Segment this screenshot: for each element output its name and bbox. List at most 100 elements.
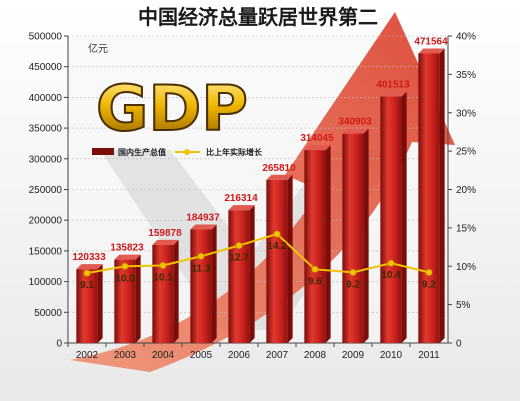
growth-value-label: 10.4: [381, 270, 401, 281]
bar-top: [228, 205, 255, 211]
bar-top: [266, 174, 293, 180]
bar-side: [249, 205, 255, 343]
bar-top: [342, 128, 369, 134]
bar-top: [190, 224, 217, 230]
left-axis-tick-label: 100000: [29, 277, 63, 288]
growth-value-label: 10.1: [153, 272, 173, 283]
chart-title: 中国经济总量跃居世界第二: [138, 5, 378, 29]
right-axis: 0 5% 10% 15% 20% 25% 30% 35% 40%: [448, 32, 476, 350]
bar: [342, 133, 364, 343]
right-axis-tick-label: 30%: [456, 108, 476, 119]
bar: [418, 53, 440, 343]
bar-value-label: 471564: [414, 36, 448, 47]
growth-value-label: 11.3: [192, 263, 211, 274]
growth-value-label: 9.6: [308, 276, 322, 287]
bar-side: [97, 264, 103, 343]
x-axis-tick-label: 2008: [304, 350, 327, 361]
gdp-logo: GDP: [96, 72, 248, 145]
bar: [152, 244, 174, 343]
legend-bar-swatch: [92, 148, 114, 155]
growth-point: [83, 269, 91, 277]
bar-side: [363, 128, 369, 343]
bar-top: [76, 264, 103, 270]
growth-point: [121, 262, 129, 270]
growth-value-label: 9.2: [346, 279, 360, 290]
bar: [266, 179, 288, 343]
x-axis-tick-label: 2006: [228, 350, 251, 361]
bar: [114, 259, 136, 343]
bar-value-label: 159878: [148, 228, 182, 239]
growth-point: [349, 268, 357, 276]
bar: [76, 269, 98, 343]
bar-top: [152, 239, 179, 245]
left-axis-tick-label: 50000: [34, 308, 62, 319]
right-axis-tick-label: 5%: [456, 300, 471, 311]
x-axis-tick-label: 2003: [114, 350, 137, 361]
legend-line-marker: [184, 149, 190, 155]
bar-side: [325, 145, 331, 343]
bar: [380, 96, 402, 344]
growth-point: [311, 265, 319, 273]
legend-line-label: 比上年实际增长: [206, 147, 263, 157]
right-axis-tick-label: 20%: [456, 185, 476, 196]
bar-top: [380, 91, 407, 97]
bar-value-labels: 120333 135823 159878 184937 216314 265810 3140…: [72, 36, 448, 263]
bar-value-label: 216314: [224, 193, 258, 204]
bar-side: [135, 254, 141, 343]
bar: [190, 229, 212, 343]
right-axis-tick-label: 0: [456, 339, 462, 350]
x-axis-ticks: 2002 2003 2004 2005 2006 2007 2008 2009 2010 2011: [67, 343, 440, 361]
x-axis-tick-label: 2009: [342, 350, 365, 361]
right-axis-tick-label: 40%: [456, 32, 476, 43]
bar-side: [211, 224, 217, 343]
growth-point: [235, 242, 243, 250]
growth-value-label: 14.2: [267, 241, 287, 252]
left-axis-tick-label: 150000: [29, 246, 63, 257]
bar-value-label: 340903: [338, 117, 372, 128]
growth-point: [387, 259, 395, 267]
left-axis-tick-label: 250000: [29, 185, 63, 196]
growth-point: [273, 230, 281, 238]
bar-series: [76, 48, 445, 344]
bar-side: [173, 239, 179, 343]
x-axis-tick-label: 2011: [418, 350, 440, 361]
left-axis-tick-label: 500000: [29, 32, 63, 43]
bar: [304, 150, 326, 343]
bar-side: [439, 48, 445, 343]
legend-bar-label: 国内生产总值: [118, 147, 166, 157]
rising-arrow-shape: [70, 12, 455, 372]
x-axis-tick-label: 2010: [380, 350, 403, 361]
right-axis-tick-label: 25%: [456, 147, 476, 158]
x-axis-tick-label: 2005: [190, 350, 213, 361]
growth-point: [425, 268, 433, 276]
right-axis-tick-label: 35%: [456, 70, 476, 81]
left-axis-tick-label: 400000: [29, 93, 63, 104]
growth-line-series: 9.1 10.0 10.1 11.3 12.7 14.2 9.6 9.2 10.4 9.2: [80, 230, 436, 291]
bar-top: [304, 145, 331, 151]
left-axis-tick-label: 300000: [29, 154, 63, 165]
growth-point: [197, 252, 205, 260]
bar-value-label: 135823: [110, 243, 144, 254]
bar-side: [287, 174, 293, 343]
bar-top: [418, 48, 445, 54]
growth-value-label: 12.7: [229, 253, 249, 264]
legend: 国内生产总值 比上年实际增长: [92, 147, 263, 157]
bar-value-label: 265810: [262, 163, 296, 174]
left-axis-tick-label: 350000: [29, 124, 63, 135]
right-axis-tick-label: 10%: [456, 262, 476, 273]
x-axis-tick-label: 2007: [266, 350, 289, 361]
bar: [228, 210, 250, 343]
right-axis-tick-label: 15%: [456, 223, 476, 234]
growth-value-label: 9.1: [80, 280, 94, 291]
x-axis-tick-label: 2002: [76, 350, 99, 361]
bar-value-label: 401513: [376, 79, 410, 90]
bar-value-label: 314045: [300, 133, 334, 144]
growth-line: [86, 232, 430, 275]
left-axis: 0 50000 100000 150000 200000 250000 300000 3500…: [29, 32, 68, 350]
bar-top: [114, 254, 141, 260]
left-axis-tick-label: 450000: [29, 62, 63, 73]
bar-value-label: 184937: [186, 212, 220, 223]
left-axis-tick-label: 200000: [29, 216, 63, 227]
left-axis-unit-label: 亿元: [88, 42, 108, 55]
